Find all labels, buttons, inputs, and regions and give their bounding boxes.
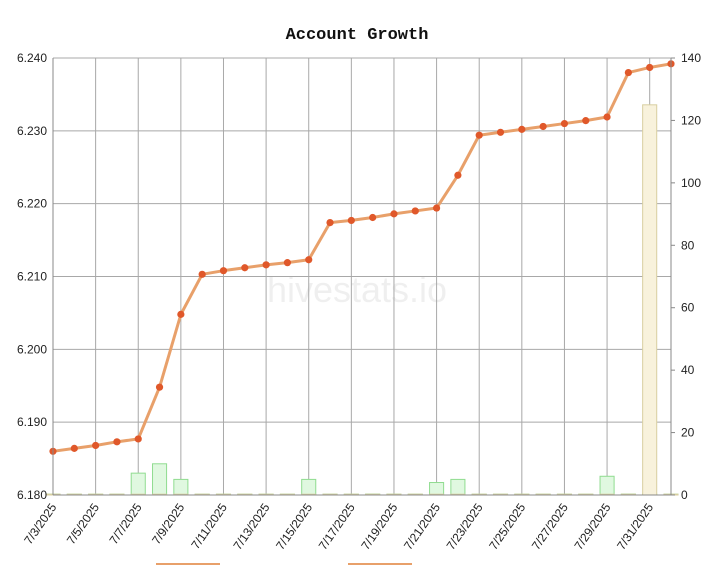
line-series-1-point <box>646 63 654 72</box>
chart-title: Account Growth <box>286 26 429 45</box>
line-series-1-point <box>603 113 611 121</box>
x-tick-label: 7/9/2025 <box>149 500 187 547</box>
y-right-tick-label: 0 <box>681 488 688 502</box>
line-series-1-point <box>432 204 441 212</box>
y-right-tick-label: 120 <box>681 113 701 127</box>
line-series-1-point <box>155 383 164 391</box>
bar-series-1-bar <box>301 478 317 496</box>
x-tick-label: 7/17/2025 <box>316 500 358 552</box>
line-series-1-point <box>198 270 206 278</box>
x-tick-label: 7/25/2025 <box>486 500 528 552</box>
line-series-1-point <box>496 128 505 136</box>
watermark-layer: hivestats.io <box>267 269 447 310</box>
x-tick-label: 7/29/2025 <box>571 500 613 552</box>
x-tick-label: 7/3/2025 <box>21 500 59 547</box>
line-series-1-point <box>92 441 100 450</box>
x-tick-label: 7/13/2025 <box>230 500 272 552</box>
y-right-tick-label: 60 <box>681 301 695 315</box>
x-tick-label: 7/23/2025 <box>444 500 486 552</box>
line-series-1-point <box>518 125 526 133</box>
x-tick-label: 7/21/2025 <box>401 500 443 552</box>
line-series-1-point <box>219 267 228 275</box>
line-series-1-point <box>582 117 590 125</box>
bar-series-1-bar <box>152 463 168 496</box>
y-right-tick-label: 80 <box>681 238 695 252</box>
x-tick-label: 7/7/2025 <box>106 500 144 547</box>
line-series-1-point <box>113 438 121 446</box>
y-left-tick-label: 6.200 <box>17 342 47 356</box>
line-series-1-point <box>454 171 462 179</box>
line-series-1-point <box>390 210 398 218</box>
line-layer <box>49 60 675 455</box>
bar-series-1-bar <box>429 482 445 496</box>
bar-series-1-bar <box>130 472 146 496</box>
watermark-text: hivestats.io <box>267 269 447 310</box>
line-series-1-point <box>624 68 632 77</box>
y-left-tick-label: 6.190 <box>17 415 47 429</box>
line-series-1-point <box>134 435 142 443</box>
y-left-tick-label: 6.180 <box>17 488 47 502</box>
y-right-tick-label: 140 <box>681 51 701 65</box>
line-series-1-point <box>347 216 355 225</box>
y-right-tick-label: 20 <box>681 426 695 440</box>
line-series-1-point <box>262 261 270 269</box>
bar-series-1-bar <box>173 478 189 496</box>
line-series-1-point <box>560 119 569 128</box>
y-left-tick-label: 6.210 <box>17 270 47 284</box>
line-series-1-point <box>369 213 377 222</box>
bar-series-1-bar <box>450 478 466 496</box>
x-tick-label: 7/11/2025 <box>188 500 230 551</box>
x-tick-label: 7/15/2025 <box>273 500 315 552</box>
bar-series-2-bar <box>642 104 658 496</box>
line-series-1-point <box>539 122 547 131</box>
y-left-tick-label: 6.220 <box>17 197 47 211</box>
x-tick-label: 7/31/2025 <box>614 500 656 552</box>
x-tick-label: 7/5/2025 <box>64 500 102 547</box>
line-series-1-point <box>70 444 78 452</box>
line-series-1-point <box>475 131 483 139</box>
line-series-1-point <box>305 256 313 264</box>
line-series-1-point <box>177 310 185 318</box>
y-right-tick-label: 100 <box>681 176 701 190</box>
grid-layer <box>52 57 671 496</box>
line-series-1-point <box>411 207 419 215</box>
line-series-1-point <box>326 219 334 227</box>
y-left-tick-label: 6.230 <box>17 124 47 138</box>
y-left-tick-label: 6.240 <box>17 51 47 65</box>
x-tick-label: 7/27/2025 <box>529 500 571 552</box>
x-tick-label: 7/19/2025 <box>358 500 400 552</box>
y-right-tick-label: 40 <box>681 363 695 377</box>
bar-series-1-bar <box>599 475 615 496</box>
line-series-1-path <box>51 62 673 453</box>
line-series-1-point <box>283 259 292 267</box>
line-series-1-point <box>241 264 249 272</box>
